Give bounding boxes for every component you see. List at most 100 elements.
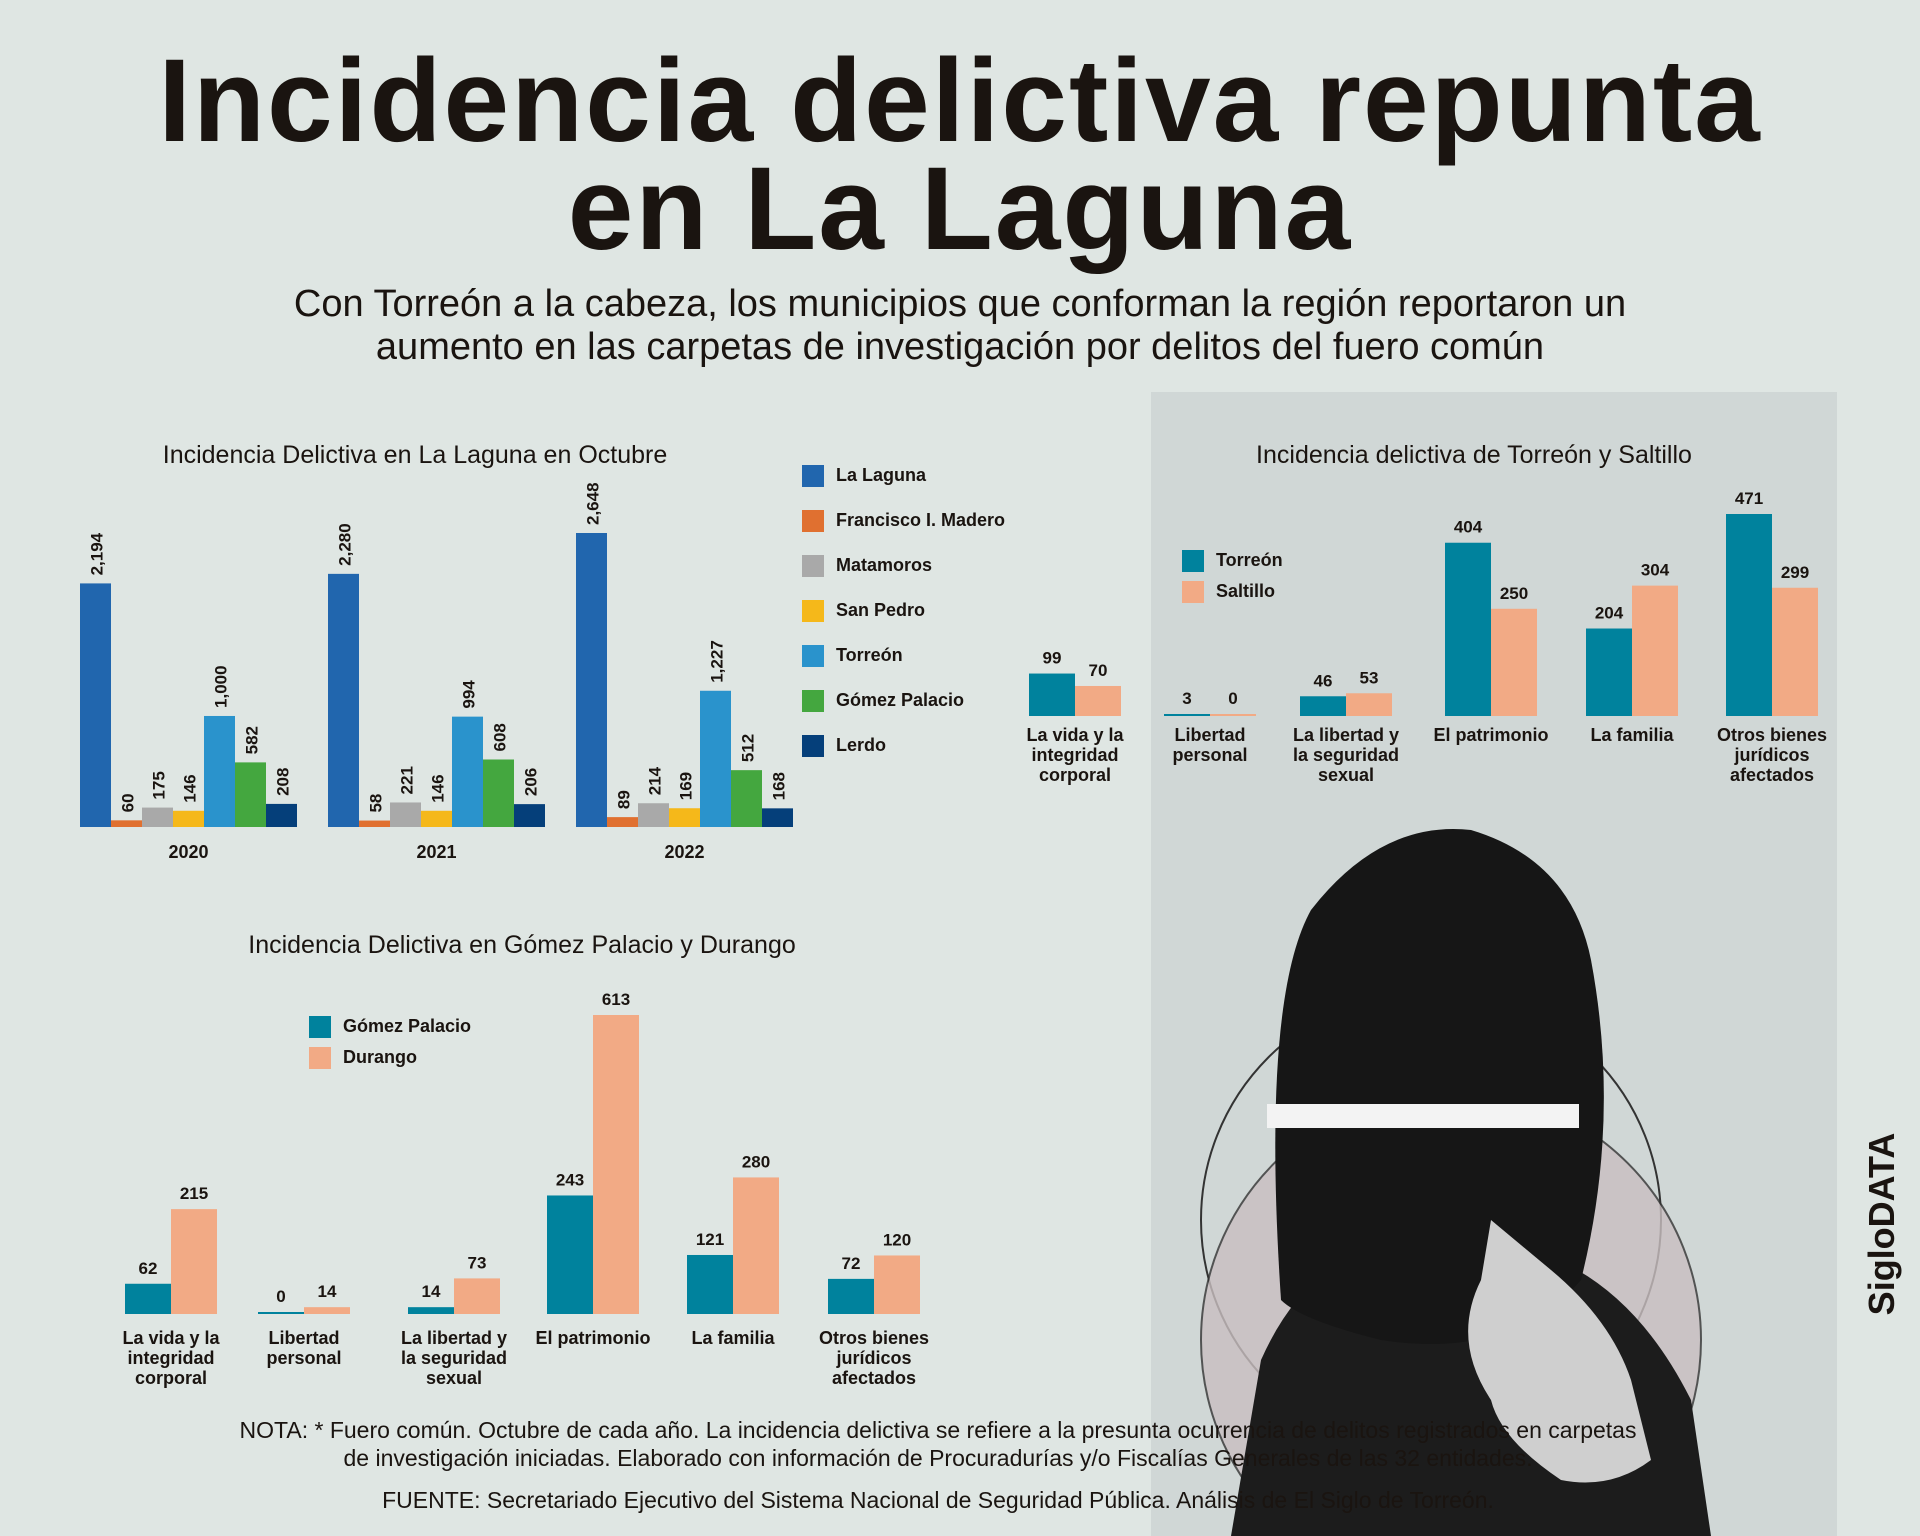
x-tick-label: jurídicos	[835, 1348, 911, 1368]
data-label: 471	[1735, 489, 1763, 508]
data-label: 73	[468, 1253, 487, 1272]
bar	[700, 690, 731, 827]
data-label: 582	[243, 726, 262, 754]
data-label: 168	[770, 772, 789, 800]
legend-label: Torreón	[836, 645, 903, 665]
data-label: 2,280	[336, 523, 355, 566]
bar	[669, 808, 700, 827]
data-label: 304	[1641, 561, 1670, 580]
bar	[1029, 673, 1075, 716]
hooded-figure-illustration	[1200, 829, 1711, 1536]
main-title-line2: en La Laguna	[567, 143, 1353, 275]
bar	[258, 1312, 304, 1314]
legend-label: Gómez Palacio	[343, 1016, 472, 1036]
bar	[408, 1307, 454, 1314]
x-tick-label: Otros bienes	[819, 1328, 929, 1348]
bar	[452, 716, 483, 827]
data-label: 404	[1454, 518, 1483, 537]
x-tick-label: Libertad	[268, 1328, 339, 1348]
bar	[1491, 608, 1537, 716]
legend-swatch	[802, 689, 824, 712]
brand-logo: SigloDATA	[1861, 1132, 1902, 1316]
bar	[874, 1255, 920, 1314]
x-tick-label: La familia	[691, 1328, 775, 1348]
x-tick-label: 2021	[416, 842, 456, 862]
bar	[204, 715, 235, 827]
legend-swatch	[802, 734, 824, 757]
data-label: 120	[883, 1230, 911, 1249]
bar	[304, 1307, 350, 1314]
x-tick-label: La familia	[1590, 725, 1674, 745]
x-tick-label: Libertad	[1174, 725, 1245, 745]
data-label: 214	[646, 766, 665, 795]
legend-swatch	[802, 599, 824, 622]
chart3-legend: Gómez Palacio Durango	[309, 1011, 471, 1073]
legend-label: Gómez Palacio	[836, 690, 965, 710]
bar	[1772, 587, 1818, 716]
chart1-legend: La Laguna Francisco I. Madero Matamoros San…	[802, 453, 1005, 768]
legend-swatch	[802, 554, 824, 577]
x-tick-label: jurídicos	[1733, 745, 1809, 765]
legend-item: Torreón	[802, 633, 1005, 678]
data-label: 89	[615, 790, 634, 809]
data-label: 613	[602, 990, 630, 1009]
bar	[1346, 693, 1392, 716]
bar	[638, 803, 669, 827]
x-tick-label: La vida y la	[122, 1328, 220, 1348]
bar	[483, 759, 514, 827]
legend-label: Saltillo	[1216, 581, 1276, 601]
legend-item: San Pedro	[802, 588, 1005, 633]
x-tick-label: afectados	[1730, 765, 1814, 785]
legend-swatch	[309, 1046, 331, 1069]
legend-item: Francisco I. Madero	[802, 498, 1005, 543]
bar	[733, 1177, 779, 1314]
legend-label: Torreón	[1216, 550, 1283, 570]
x-tick-label: la seguridad	[1293, 745, 1399, 765]
x-tick-label: 2022	[664, 842, 704, 862]
data-label: 512	[739, 734, 758, 762]
legend-label: San Pedro	[836, 600, 926, 620]
data-label: 99	[1043, 649, 1062, 668]
bar	[1632, 585, 1678, 716]
subtitle-line2: aumento en las carpetas de investigación…	[375, 326, 1545, 368]
chart3-title: Incidencia Delictiva en Gómez Palacio y …	[248, 931, 796, 959]
legend-swatch	[802, 644, 824, 667]
bar	[1164, 714, 1210, 716]
data-label: 70	[1089, 661, 1108, 680]
data-label: 221	[398, 766, 417, 794]
x-tick-label: sexual	[426, 1368, 482, 1388]
data-label: 146	[181, 774, 200, 802]
data-label: 608	[491, 723, 510, 751]
data-label: 14	[318, 1282, 337, 1301]
bar	[514, 804, 545, 827]
note-line2: de investigación iniciadas. Elaborado co…	[343, 1445, 1533, 1471]
bar	[1726, 514, 1772, 716]
legend-swatch	[1182, 549, 1204, 572]
bar	[171, 1209, 217, 1314]
bar	[593, 1015, 639, 1314]
x-tick-label: El patrimonio	[535, 1328, 650, 1348]
legend-label: La Laguna	[836, 465, 927, 485]
bar	[111, 820, 142, 827]
data-label: 3	[1182, 689, 1191, 708]
bar	[1445, 542, 1491, 716]
subtitle-line1: Con Torreón a la cabeza, los municipios …	[293, 283, 1627, 325]
x-tick-label: personal	[1172, 745, 1247, 765]
bar	[687, 1254, 733, 1314]
bar	[173, 810, 204, 827]
data-label: 243	[556, 1170, 584, 1189]
x-tick-label: 2020	[168, 842, 208, 862]
x-tick-label: La libertad y	[1293, 725, 1399, 745]
legend-label: Matamoros	[836, 555, 933, 575]
data-label: 58	[367, 794, 386, 813]
x-tick-label: integridad	[1031, 745, 1118, 765]
data-label: 1,227	[708, 640, 727, 683]
data-label: 280	[742, 1152, 770, 1171]
data-label: 299	[1781, 563, 1809, 582]
legend-item: Matamoros	[802, 543, 1005, 588]
bar	[125, 1283, 171, 1314]
data-label: 0	[1228, 689, 1237, 708]
main-title-line1: Incidencia delictiva repunta	[158, 35, 1762, 167]
data-label: 14	[422, 1282, 441, 1301]
legend-swatch	[309, 1015, 331, 1038]
